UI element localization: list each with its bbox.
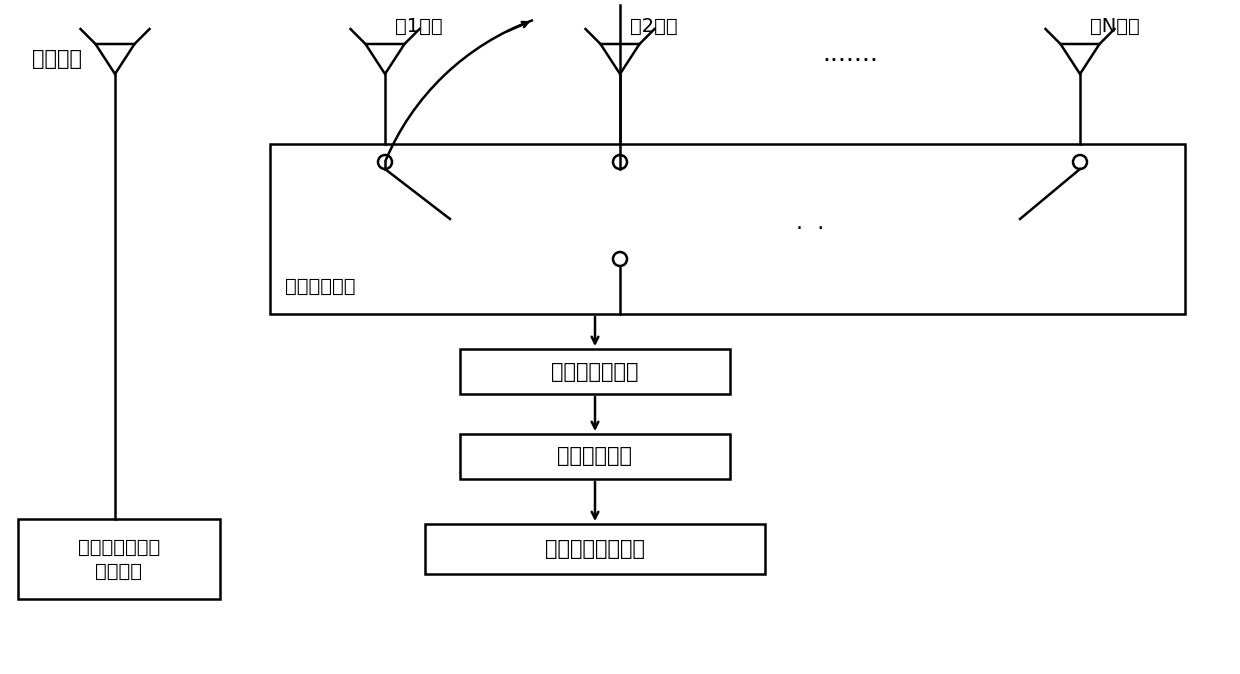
Bar (270, 144, 1185, 314)
Text: 相位修正模块: 相位修正模块 (558, 446, 632, 466)
Text: 第2阵元: 第2阵元 (630, 17, 677, 36)
Bar (19, 519, 219, 599)
Text: 第N阵元: 第N阵元 (1090, 17, 1140, 36)
Text: 雷达信号处理模块: 雷达信号处理模块 (546, 539, 645, 559)
Text: .......: ....... (822, 42, 878, 66)
Bar (425, 524, 765, 574)
Text: ·  ·: · · (796, 219, 825, 239)
Text: 第1阵元: 第1阵元 (396, 17, 443, 36)
Bar (460, 349, 730, 394)
Text: 射频开关模块: 射频开关模块 (285, 277, 356, 296)
Text: 调频连续波信号: 调频连续波信号 (78, 537, 160, 557)
Text: 发射天线: 发射天线 (32, 49, 82, 69)
Text: 单通道接收模块: 单通道接收模块 (552, 361, 639, 381)
Bar (460, 434, 730, 479)
Text: 产生模块: 产生模块 (95, 561, 143, 580)
